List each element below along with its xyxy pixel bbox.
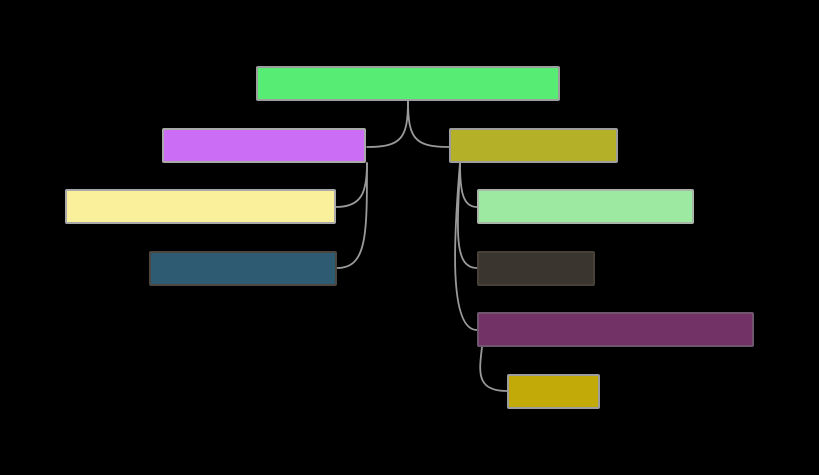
mindmap-node-right-grandchild[interactable] [507, 374, 600, 409]
mindmap-node-left-branch[interactable] [162, 128, 366, 163]
mindmap-node-right-child-3[interactable] [477, 312, 754, 347]
mindmap-node-right-child-2[interactable] [477, 251, 595, 286]
mindmap-node-right-child-1[interactable] [477, 189, 694, 224]
mindmap-node-root[interactable] [256, 66, 560, 101]
mindmap-node-left-child-1[interactable] [65, 189, 336, 224]
mindmap-node-right-branch[interactable] [449, 128, 618, 163]
mindmap-node-left-child-2[interactable] [149, 251, 337, 286]
